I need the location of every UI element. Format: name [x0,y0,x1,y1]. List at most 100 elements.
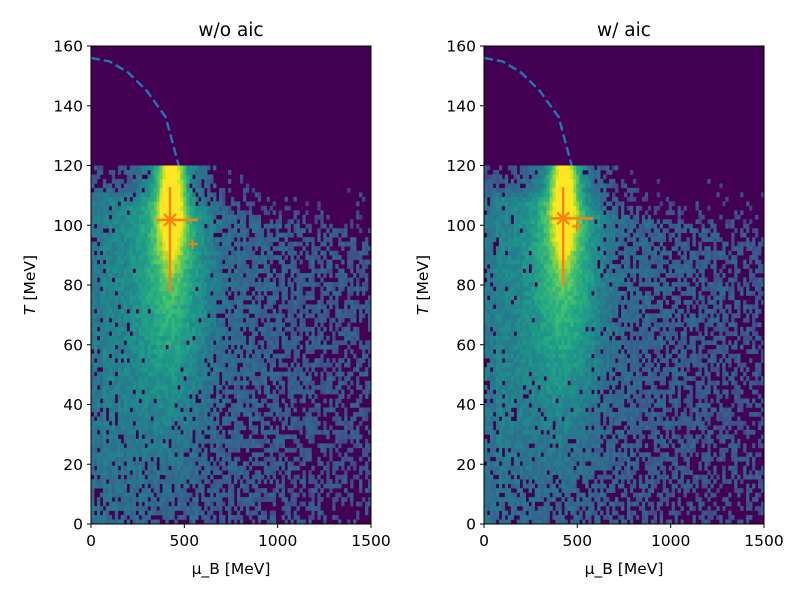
hist-bin [102,290,107,296]
hist-bin [120,290,125,296]
hist-bin [222,501,226,507]
hist-bin [275,425,279,431]
hist-bin [159,389,163,395]
hist-bin [311,362,315,368]
hist-bin [120,313,125,319]
hist-bin [99,192,104,198]
hist-bin [299,277,303,283]
hist-bin [210,246,214,251]
hist-bin [114,295,119,301]
hist-bin [105,264,110,269]
hist-bin [242,313,247,319]
hist-bin [183,255,187,260]
hist-bin [201,497,205,502]
hist-bin [129,474,133,480]
hist-bin [266,335,271,341]
hist-bin [123,264,128,269]
hist-bin [120,376,125,381]
hist-bin [93,353,98,359]
hist-bin [248,223,253,229]
hist-bin [96,510,101,516]
hist-bin [213,277,217,283]
hist-bin [317,362,321,368]
hist-bin [284,196,288,202]
hist-bin [102,385,107,390]
hist-bin [317,331,321,337]
hist-bin [177,344,181,350]
hist-bin [153,331,157,337]
hist-bin [207,183,211,189]
hist-bin [210,241,214,247]
hist-bin [102,407,107,413]
hist-bin [91,264,95,269]
hist-bin [120,326,125,332]
hist-bin [195,371,199,377]
hist-bin [153,452,157,458]
hist-bin [338,237,342,242]
hist-bin [120,187,125,193]
hist-bin [195,434,199,440]
hist-bin [135,483,139,489]
hist-bin [159,340,163,346]
hist-bin [156,214,160,220]
hist-bin [204,169,208,175]
hist-bin [290,335,294,341]
hist-bin [236,438,241,444]
hist-bin [183,196,187,202]
hist-bin [210,331,214,337]
hist-bin [135,358,139,363]
hist-bin [177,452,181,458]
hist-bin [153,420,157,426]
hist-bin [135,488,139,493]
hist-bin [299,250,303,256]
hist-bin [96,219,101,225]
hist-bin [195,295,199,301]
hist-bin [213,497,217,502]
hist-bin [305,434,309,440]
hist-bin [132,264,136,269]
hist-bin [269,479,273,484]
hist-bin [195,219,199,225]
hist-bin [260,317,265,323]
hist-bin [290,376,294,381]
hist-bin [233,268,238,274]
hist-bin [126,367,131,372]
hist-bin [287,447,291,453]
hist-bin [231,461,235,467]
hist-bin [231,196,235,202]
hist-bin [257,362,262,368]
hist-bin [135,367,139,372]
hist-bin [201,488,205,493]
hist-bin [144,519,148,525]
hist-bin [108,488,113,493]
hist-bin [117,344,122,350]
hist-bin [207,461,211,467]
hist-bin [111,425,116,431]
hist-bin [281,425,285,431]
hist-bin [266,438,271,444]
hist-bin [347,394,351,399]
hist-bin [198,465,202,471]
hist-bin [242,223,247,229]
hist-bin [251,344,256,350]
hist-bin [260,474,265,480]
hist-bin [302,501,306,507]
hist-bin [114,313,119,319]
hist-bin [135,268,139,274]
hist-bin [180,420,184,426]
hist-bin [159,205,163,211]
hist-bin [168,353,172,359]
hist-bin [290,519,294,525]
hist-bin [245,255,250,260]
hist-bin [204,501,208,507]
hist-bin [153,313,157,319]
hist-bin [245,411,250,417]
hist-bin [338,443,342,449]
hist-bin [183,290,187,296]
hist-bin [207,228,211,234]
hist-bin [216,273,220,278]
hist-bin [210,501,214,507]
hist-bin [159,497,163,502]
hist-bin [117,299,122,305]
hist-bin [138,183,142,189]
